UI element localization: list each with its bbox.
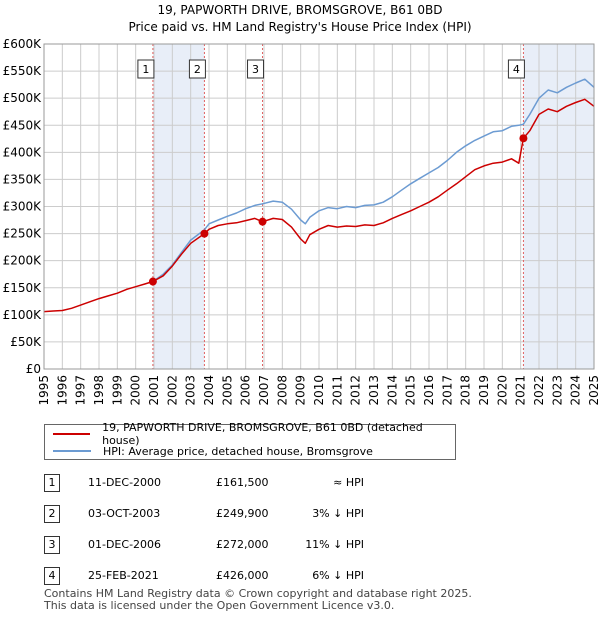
footer-line-licence: This data is licensed under the Open Gov… [44, 599, 395, 612]
sale-number-badge: 4 [44, 567, 60, 585]
sale-marker-label: 3 [252, 63, 259, 76]
x-tick-label: 2007 [257, 375, 271, 406]
sale-hpi-comparison: 11% ↓ HPI [305, 538, 364, 551]
y-tick-label: £400K [3, 145, 43, 159]
x-tick-label: 2002 [165, 375, 179, 406]
y-tick-label: £350K [3, 172, 43, 186]
sale-row: 3 01-DEC-2006 £272,000 11% ↓ HPI [44, 536, 384, 556]
y-tick-label: £250K [3, 227, 43, 241]
sale-marker-box [137, 59, 155, 79]
x-tick-label: 2023 [550, 375, 564, 406]
x-tick-label: 2018 [459, 375, 473, 406]
sale-hpi-comparison: ≈ HPI [333, 476, 364, 489]
x-tick-label: 2017 [440, 375, 454, 406]
price-chart: 19, PAPWORTH DRIVE, BROMSGROVE, B61 0BD … [3, 3, 600, 406]
sale-marker-label: 2 [194, 63, 201, 76]
sale-date: 01-DEC-2006 [88, 538, 162, 551]
legend-swatch-property [53, 433, 91, 435]
sale-date: 11-DEC-2000 [88, 476, 162, 489]
legend-label-hpi: HPI: Average price, detached house, Brom… [103, 444, 373, 458]
x-tick-label: 2025 [587, 375, 600, 406]
y-tick-label: £500K [3, 91, 43, 105]
sale-marker-box [247, 59, 265, 79]
x-tick-label: 1996 [55, 375, 69, 406]
y-tick-label: £50K [10, 335, 42, 349]
chart-legend: 19, PAPWORTH DRIVE, BROMSGROVE, B61 0BD … [44, 421, 456, 460]
x-tick-label: 2016 [422, 375, 436, 406]
sale-hpi-comparison: 6% ↓ HPI [312, 569, 364, 582]
y-tick-label: £600K [3, 37, 43, 51]
sale-number-badge: 3 [44, 536, 60, 554]
sale-marker-label: 4 [513, 63, 520, 76]
sale-date: 03-OCT-2003 [88, 507, 161, 520]
footer-attribution: Contains HM Land Registry data © Crown c… [44, 588, 472, 612]
x-tick-label: 2008 [275, 375, 289, 406]
sale-point [519, 134, 528, 143]
property-series-line [43, 98, 595, 313]
sale-row: 2 03-OCT-2003 £249,900 3% ↓ HPI [44, 505, 384, 525]
sale-price: £249,900 [216, 507, 269, 520]
x-tick-label: 2021 [514, 375, 528, 406]
x-tick-label: 2015 [404, 375, 418, 406]
x-tick-label: 2004 [202, 375, 216, 406]
legend-swatch-hpi [53, 450, 91, 452]
x-tick-label: 1995 [37, 375, 51, 406]
x-tick-label: 2003 [184, 375, 198, 406]
sale-price: £272,000 [216, 538, 269, 551]
y-tick-label: £300K [3, 200, 43, 214]
x-tick-label: 2012 [349, 375, 363, 406]
legend-item-hpi: HPI: Average price, detached house, Brom… [53, 443, 373, 459]
x-tick-label: 2019 [477, 375, 491, 406]
y-tick-label: £0 [26, 362, 41, 376]
sale-point [200, 229, 209, 238]
x-tick-label: 1997 [74, 375, 88, 406]
sale-row: 4 25-FEB-2021 £426,000 6% ↓ HPI [44, 567, 384, 587]
sale-price: £161,500 [216, 476, 269, 489]
x-tick-label: 2011 [330, 375, 344, 406]
x-tick-label: 2024 [569, 375, 583, 406]
x-tick-label: 2005 [220, 375, 234, 406]
x-tick-label: 2013 [367, 375, 381, 406]
sale-marker-box [507, 59, 525, 79]
x-tick-label: 2006 [239, 375, 253, 406]
y-tick-label: £100K [3, 308, 43, 322]
sale-point [258, 217, 267, 226]
sale-number-badge: 1 [44, 474, 60, 492]
sale-point [148, 277, 157, 286]
x-tick-label: 2010 [312, 375, 326, 406]
y-tick-label: £550K [3, 64, 43, 78]
x-tick-label: 1998 [92, 375, 106, 406]
x-tick-label: 2001 [147, 375, 161, 406]
sale-price: £426,000 [216, 569, 269, 582]
hpi-series-line [152, 78, 595, 283]
x-tick-label: 1999 [110, 375, 124, 406]
legend-item-property: 19, PAPWORTH DRIVE, BROMSGROVE, B61 0BD … [53, 421, 455, 447]
chart-title: 19, PAPWORTH DRIVE, BROMSGROVE, B61 0BD [158, 3, 443, 17]
x-tick-label: 2014 [385, 375, 399, 406]
chart-subtitle: Price paid vs. HM Land Registry's House … [128, 20, 471, 34]
sale-marker-box [188, 59, 206, 79]
plot-frame [43, 43, 595, 370]
x-tick-label: 2009 [294, 375, 308, 406]
x-tick-label: 2020 [495, 375, 509, 406]
sale-row: 1 11-DEC-2000 £161,500 ≈ HPI [44, 474, 384, 494]
y-tick-label: £450K [3, 118, 43, 132]
x-tick-label: 2000 [129, 375, 143, 406]
sale-date: 25-FEB-2021 [88, 569, 159, 582]
footer-line-copyright: Contains HM Land Registry data © Crown c… [44, 587, 472, 600]
sale-marker-label: 1 [142, 63, 149, 76]
y-tick-label: £200K [3, 254, 43, 268]
sale-number-badge: 2 [44, 505, 60, 523]
y-tick-label: £150K [3, 281, 43, 295]
x-tick-label: 2022 [532, 375, 546, 406]
legend-label-property: 19, PAPWORTH DRIVE, BROMSGROVE, B61 0BD … [102, 421, 423, 447]
sale-hpi-comparison: 3% ↓ HPI [312, 507, 364, 520]
